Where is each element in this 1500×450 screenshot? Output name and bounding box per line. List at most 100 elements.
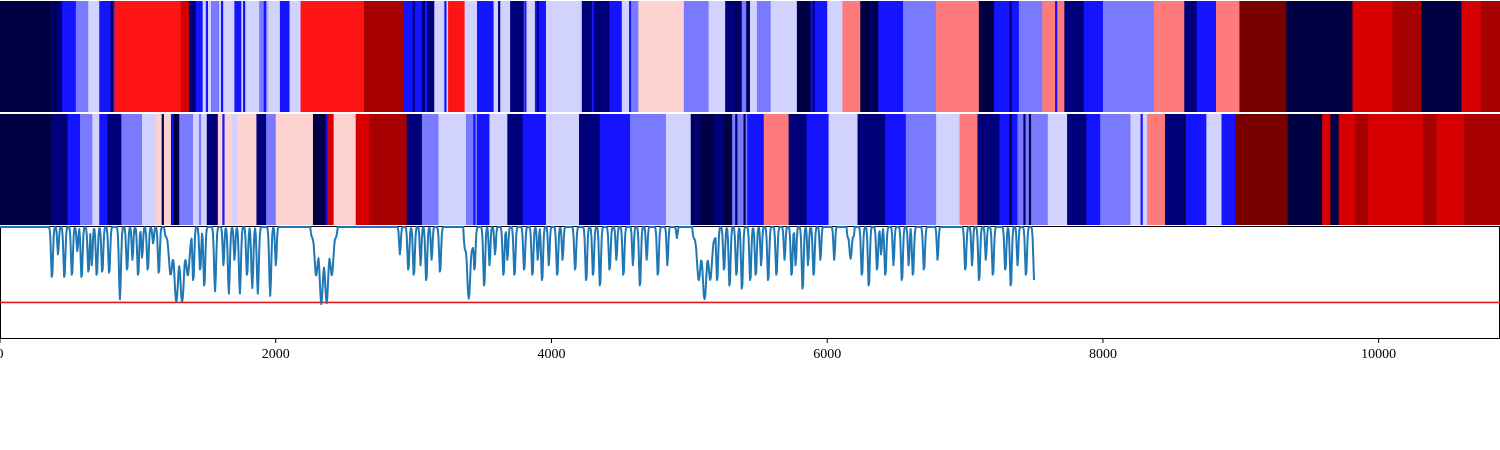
heatmap-cell [828, 114, 859, 225]
heatmap-cell [1221, 114, 1236, 225]
heatmap-cell [1239, 1, 1287, 112]
heatmap-cell [477, 1, 480, 112]
heatmap-cell [1047, 114, 1068, 225]
heatmap-cell [498, 1, 501, 112]
heatmap-cell [1322, 114, 1332, 225]
heatmap-cell [1287, 114, 1323, 225]
heatmap-cell [735, 114, 738, 225]
heatmap-cell [747, 114, 765, 225]
heatmap-cell [333, 114, 357, 225]
heatmap-cell [523, 1, 536, 112]
heatmap-cell [231, 114, 238, 225]
x-tick-label: 4000 [537, 347, 565, 362]
heatmap-cell [1164, 114, 1187, 225]
heatmap-cell [256, 114, 267, 225]
heatmap-cell [363, 1, 405, 112]
heatmap-cell [217, 114, 233, 225]
heatmap-cell [796, 1, 812, 112]
heatmap-cell [412, 1, 415, 112]
heatmap-cell [465, 114, 478, 225]
x-axis: 0 2000 4000 6000 8000 10000 [0, 338, 1396, 362]
heatmap-cell [579, 114, 601, 225]
x-tick-label: 8000 [1089, 347, 1117, 362]
heatmap-cell [618, 1, 621, 112]
heatmap-cell [545, 114, 580, 225]
heatmap-cell [591, 1, 595, 112]
heatmap-cell [994, 1, 1020, 112]
heatmap-cell [473, 114, 476, 225]
heatmap-cell [903, 1, 937, 112]
heatmap-cell [581, 1, 610, 112]
heatmap-cell [683, 1, 710, 112]
heatmap-cell [222, 114, 225, 225]
heatmap-cell [842, 1, 861, 112]
heatmap-cell [1100, 114, 1132, 225]
heatmap-cell [110, 1, 113, 112]
heatmap-cell [878, 1, 904, 112]
heatmap-cell [1422, 114, 1438, 225]
heatmap-cell [631, 1, 639, 112]
heatmap-cell [1355, 114, 1369, 225]
heatmap-cell [283, 1, 286, 112]
heatmap-cell [857, 114, 886, 225]
heatmap-cell [195, 1, 204, 112]
heatmap-cell [1147, 114, 1166, 225]
heatmap-cell [237, 114, 258, 225]
heatmap-cell [170, 114, 180, 225]
heatmap-cell [107, 114, 122, 225]
heatmap-cell [741, 1, 748, 112]
heatmap-cell [1009, 114, 1012, 225]
heatmap-cell [1338, 114, 1356, 225]
heatmap-cell [206, 114, 219, 225]
heatmap-cell [746, 1, 749, 112]
heatmap-cell [692, 114, 695, 225]
heatmap-cell [665, 114, 692, 225]
heatmap-cell [1436, 114, 1465, 225]
heatmap-cell [1191, 1, 1194, 112]
heatmap-cell [750, 1, 758, 112]
heatmap-cell [959, 114, 979, 225]
heatmap-cell [434, 1, 449, 112]
heatmap-cell [534, 1, 547, 112]
heatmap-cell [355, 114, 371, 225]
heatmap-cell [67, 114, 81, 225]
heatmap-cell [477, 114, 491, 225]
curve-series [0, 226, 1036, 306]
heatmap-cell [99, 114, 109, 225]
heatmap-cell [1215, 1, 1241, 112]
heatmap-cell [1330, 114, 1340, 225]
heatmap-cell [545, 1, 583, 112]
heatmap-cell [275, 114, 314, 225]
heatmap-cell [238, 1, 242, 112]
heatmap-cell [1196, 1, 1217, 112]
heatmap-cell [326, 114, 335, 225]
heatmap-cell [1392, 1, 1423, 112]
heatmap-cell [770, 1, 798, 112]
x-tick-label: 10000 [1361, 347, 1396, 362]
heatmap-cell [1206, 114, 1223, 225]
heatmap-cell [905, 114, 937, 225]
heatmap-cell [79, 114, 93, 225]
heatmap-cell [1461, 1, 1482, 112]
heatmap-cell [1042, 1, 1065, 112]
heatmap-cell [464, 1, 478, 112]
heatmap-cell [189, 1, 192, 112]
heatmap-cell [621, 1, 633, 112]
heatmap-cell [1023, 114, 1026, 225]
heatmap-cell [54, 1, 57, 112]
heatmap-cell [179, 114, 194, 225]
heatmap-cell [62, 1, 77, 112]
heatmap-cell [241, 1, 260, 112]
heatmap-cell [1235, 114, 1289, 225]
heatmap-cell [300, 1, 365, 112]
heatmap-cell [756, 1, 772, 112]
heatmap-cell [1183, 114, 1186, 225]
heatmap-cell [220, 1, 224, 112]
heatmap-cell [885, 114, 907, 225]
heatmap-cell [205, 1, 208, 112]
heatmap-cell [312, 114, 328, 225]
heatmap-row-2 [0, 114, 1500, 225]
heatmap-cell [406, 114, 423, 225]
heatmap-cell [860, 1, 879, 112]
heatmap-cell [1018, 1, 1043, 112]
